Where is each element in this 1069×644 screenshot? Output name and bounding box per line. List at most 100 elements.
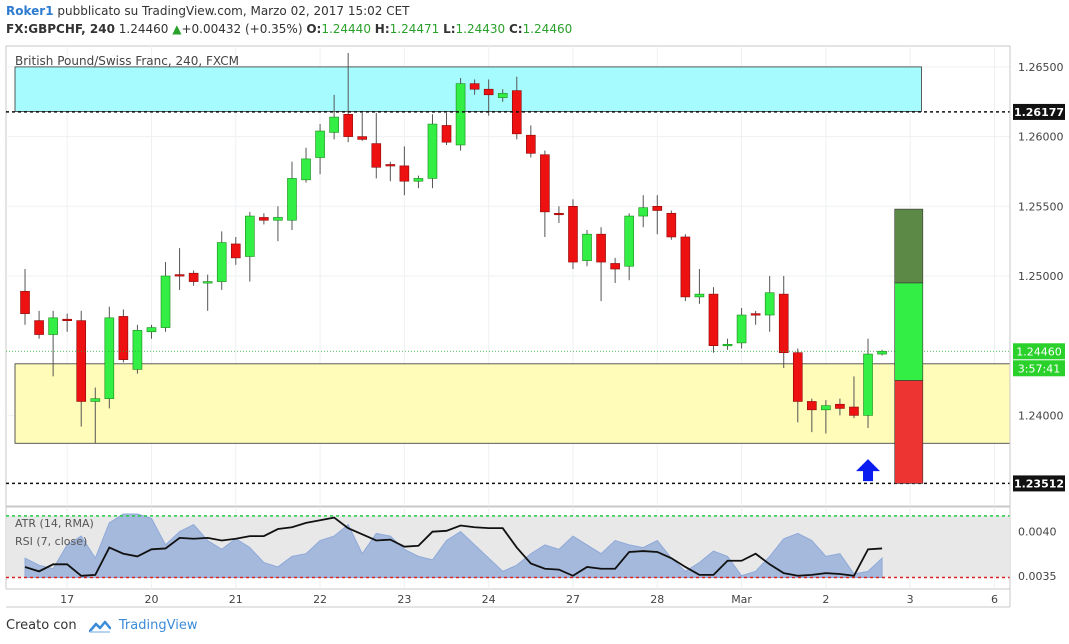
candlestick-series: [20, 52, 887, 444]
last-price-badge: [1013, 343, 1065, 360]
close-label: C:: [508, 22, 523, 36]
candle-body: [610, 263, 620, 270]
candle-body: [357, 136, 368, 140]
candle-body: [20, 291, 30, 314]
low-value: 1.24430: [455, 22, 506, 36]
candle-body: [118, 316, 129, 360]
countdown-label: 3:57:41: [1018, 362, 1060, 375]
candle-body: [34, 320, 44, 335]
open-value: 1.24440: [321, 22, 371, 36]
time-tick-label: 6: [991, 593, 998, 606]
candle-body: [287, 178, 297, 221]
publisher-username[interactable]: Roker1: [6, 4, 54, 18]
candle-body: [90, 398, 101, 402]
time-tick-label: 2: [822, 593, 829, 606]
candle-body: [202, 281, 213, 284]
candle-body: [568, 206, 578, 263]
time-tick-label: 21: [229, 593, 243, 606]
close-value: 1.24460: [522, 22, 573, 36]
candle-body: [526, 134, 536, 154]
candle-body: [652, 206, 663, 211]
candle-body: [371, 143, 382, 168]
candle-body: [863, 353, 873, 416]
price-tick-label: 1.26000: [1018, 131, 1064, 144]
symbol-label: FX:GBPCHF, 240: [6, 22, 115, 36]
chart-axes: 1.26500 1.26000 1.25500 1.25000 1.24000 1.261…: [6, 46, 1065, 608]
time-tick-label: 23: [397, 593, 411, 606]
chart-overlays: [6, 111, 1010, 485]
candle-body: [680, 236, 691, 298]
candle-body: [722, 344, 733, 347]
candle-body: [596, 233, 606, 263]
stop-loss-zone: [894, 380, 924, 484]
candle-body: [385, 164, 396, 167]
indicator-tick-label: 0.0035: [1018, 570, 1057, 583]
main-pane-background: [5, 45, 1011, 590]
level-price-label: 1.23512: [1014, 477, 1064, 490]
atr-line: [24, 516, 883, 577]
candle-body: [540, 154, 550, 213]
candle-body: [792, 352, 803, 402]
price-tick-label: 1.25500: [1018, 200, 1064, 213]
candle-body: [174, 274, 185, 277]
candle-body: [441, 125, 452, 143]
candle-body: [554, 212, 564, 216]
candle-body: [188, 272, 199, 282]
created-with-text: Creato con: [6, 618, 77, 633]
target-zone-lower: [894, 282, 924, 381]
price-change: +0.00432 (+0.35%): [181, 22, 303, 36]
candle-body: [132, 330, 143, 370]
candle-body: [146, 327, 157, 333]
chart-header-quote: FX:GBPCHF, 240 1.24460 ▲+0.00432 (+0.35%…: [6, 22, 572, 36]
time-tick-label: 24: [482, 593, 496, 606]
candle-body: [638, 207, 649, 217]
time-tick-label: 22: [313, 593, 327, 606]
open-label: O:: [306, 22, 322, 36]
price-tick-label: 1.25000: [1018, 270, 1064, 283]
time-tick-label: 28: [650, 593, 664, 606]
candle-body: [750, 313, 761, 316]
price-tick-label: 1.24000: [1018, 409, 1064, 422]
candle-body: [413, 178, 424, 182]
candle-body: [708, 293, 719, 346]
rsi-indicator-label: RSI (7, close): [15, 535, 87, 548]
tradingview-logo-icon: [88, 620, 111, 633]
candle-body: [259, 217, 269, 221]
level-price-badge: [1013, 475, 1065, 492]
tradingview-brand-link[interactable]: TradingView: [118, 618, 198, 633]
candle-body: [694, 293, 705, 298]
up-arrow-icon: [856, 459, 881, 482]
candle-body: [849, 406, 859, 416]
price-tick-label: 1.26500: [1018, 61, 1064, 74]
candle-body: [245, 215, 255, 257]
last-price: 1.24460: [118, 22, 169, 36]
candle-body: [76, 320, 87, 402]
candle-body: [315, 130, 325, 158]
time-tick-label: 3: [907, 593, 914, 606]
time-tick-label: 17: [60, 593, 74, 606]
last-price-label: 1.24460: [1016, 345, 1062, 358]
candle-body: [230, 243, 241, 259]
candle-body: [778, 293, 789, 353]
candle-body: [497, 93, 508, 98]
candle-body: [666, 212, 677, 238]
zone-resistance: [14, 66, 922, 112]
high-label: H:: [374, 22, 390, 36]
countdown-badge: [1013, 360, 1065, 377]
candle-body: [821, 405, 831, 411]
price-zones: [14, 66, 1011, 444]
published-info: pubblicato su TradingView.com, Marzo 02,…: [57, 4, 410, 18]
candle-body: [877, 350, 887, 355]
candle-body: [483, 88, 494, 96]
time-tick-label: Mar: [731, 593, 752, 606]
candle-body: [624, 215, 634, 267]
candle-body: [329, 116, 339, 133]
candle-body: [764, 292, 775, 316]
candle-body: [301, 158, 311, 181]
footer-attribution: Creato con TradingView: [6, 618, 197, 633]
change-up-icon: ▲: [172, 22, 182, 36]
candle-body: [343, 114, 353, 137]
candle-body: [399, 165, 410, 182]
candle-body: [48, 317, 58, 335]
